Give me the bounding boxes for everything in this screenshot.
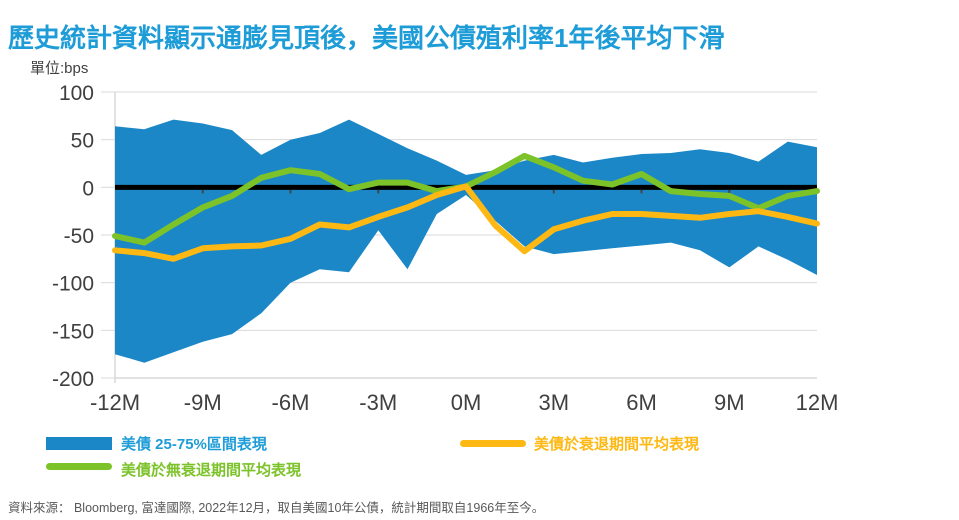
y-tick-label-100: 100 [59,82,94,105]
y-tick-label--100: -100 [52,273,94,296]
chart-area: 100 50 0 -50 -100 -150 -200 -12M -9M -6M -3M 0M 3M 6M… [52,82,839,415]
y-tick-label--150: -150 [52,320,94,343]
source-note: 資料來源： Bloomberg, 富達國際, 2022年12月，取自美國10年公… [8,501,545,515]
yield-change-chart: 100 50 0 -50 -100 -150 -200-12M -9M -6M -3M 0M 3M 6M… [52,82,839,415]
legend-label-band: 美債 25-75%區間表現 [121,436,267,453]
x-tick-label-12M: 12M [796,390,839,415]
x-tick-label--12M: -12M [90,390,140,415]
x-tick-label-3M: 3M [538,390,569,415]
legend-label-no-recession: 美債於無衰退期間平均表現 [121,462,302,479]
x-tick-label-0M: 0M [451,390,482,415]
legend-swatch-recession [460,440,526,447]
x-tick-label-6M: 6M [626,390,657,415]
y-tick-label--200: -200 [52,368,94,391]
x-tick-label--6M: -6M [272,390,310,415]
x-tick-label-9M: 9M [714,390,745,415]
band-25-75 [115,119,817,363]
y-tick-label-0: 0 [82,177,94,200]
legend-label-recession: 美債於衰退期間平均表現 [534,436,700,453]
x-tick-label--3M: -3M [359,390,397,415]
legend-swatch-no-recession [46,463,112,470]
page-title: 歷史統計資料顯示通膨見頂後，美國公債殖利率1年後平均下滑 [8,23,725,54]
unit-label: 單位:bps [30,60,89,77]
series-line-1 [112,183,820,262]
y-tick-label-50: 50 [71,130,94,153]
x-tick-label--9M: -9M [184,390,222,415]
legend-swatch-band [46,437,112,450]
y-tick-label--50: -50 [64,225,94,248]
